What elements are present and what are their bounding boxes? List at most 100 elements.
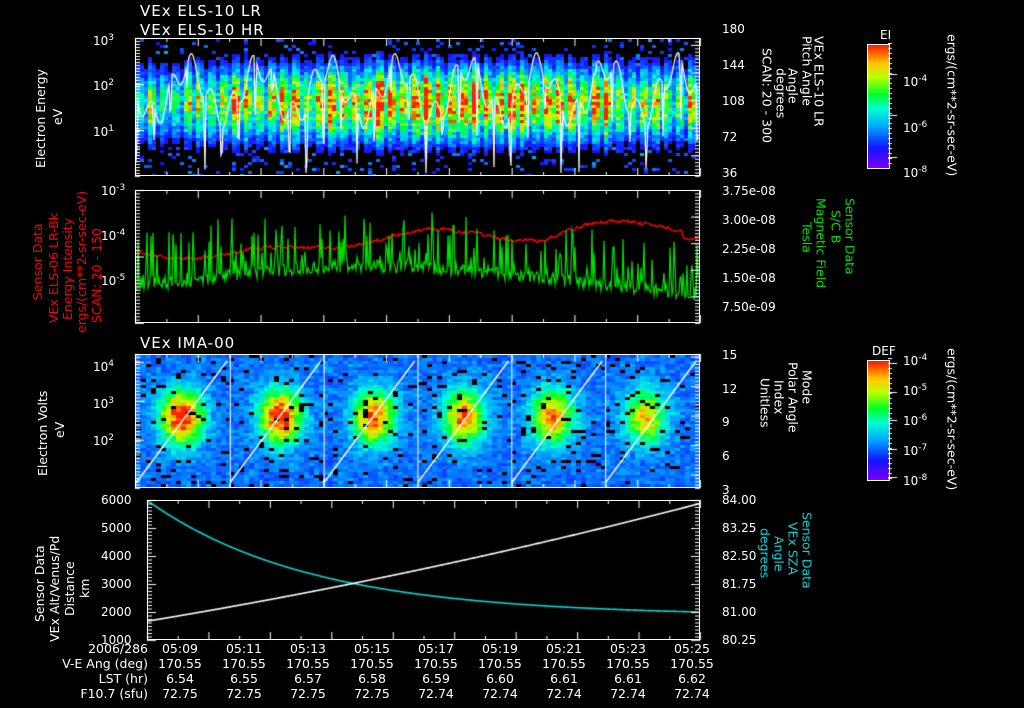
panel1-cb-tick-0: 10-4	[903, 74, 928, 89]
panel1-y2tick-2: 108	[722, 94, 745, 108]
cell-veang-5: 170.55	[478, 656, 522, 671]
table-row-ve-ang: V-E Ang (deg) 170.55 170.55 170.55 170.5…	[0, 656, 724, 671]
panel2-ylabel-2: VEx ELS-06 LR-Bk	[46, 212, 61, 323]
panel4-ylabel-4: km	[77, 578, 92, 598]
panel1-title-lr: VEx ELS-10 LR	[140, 2, 262, 20]
cell-veang-7: 170.55	[606, 656, 650, 671]
panel2-y2tick-1: 3.00e-08	[722, 213, 776, 227]
panel3-cb-tick-4: 10-8	[903, 473, 928, 488]
panel1-y2tick-4: 36	[722, 166, 738, 180]
cell-time-4: 05:17	[417, 641, 455, 656]
panel3-colorbar-title: DEF	[872, 344, 896, 358]
panel3-title: VEx IMA-00	[140, 334, 236, 352]
panel2-ytick-2: 10-5	[101, 273, 126, 288]
panel1-y2label-1: Pitch Angle	[799, 36, 815, 106]
panel2-y2label-2: S/C B	[828, 210, 844, 244]
panel2-y2label-4: Tesla	[799, 222, 815, 253]
panel4-ylabel-1: Sensor Data	[32, 545, 47, 622]
cell-veang-3: 170.55	[350, 656, 394, 671]
cell-veang-0: 170.55	[158, 656, 202, 671]
panel4-ytick-1: 5000	[101, 521, 132, 535]
panel3-colorbar-ticks	[888, 358, 904, 484]
cell-f107-3: 72.75	[354, 686, 390, 701]
panel2-ylabel-5: SCAN: 20 - 150	[89, 228, 104, 323]
panel4-y2tick-2: 82.50	[722, 549, 757, 563]
cell-lst-6: 6.61	[550, 671, 578, 686]
cell-veang-6: 170.55	[542, 656, 586, 671]
panel3-cb-tick-1: 10-5	[903, 383, 928, 398]
panel4-y2tick-3: 81.75	[722, 577, 757, 591]
panel2-y2tick-3: 1.50e-08	[722, 271, 776, 285]
panel2-y2label-3: Magnetic Field	[813, 198, 829, 289]
panel4-ytick-5: 1000	[101, 633, 132, 647]
panel2-y2tick-2: 2.25e-08	[722, 242, 776, 256]
cell-lst-2: 6.57	[294, 671, 322, 686]
cell-f107-4: 72.74	[418, 686, 454, 701]
panel3-colorbar-units: ergs/(cm**2-sr-sec-eV)	[944, 348, 960, 491]
row-label-f107: F10.7 (sfu)	[80, 686, 148, 701]
panel2-ylabel-4: ergs/(cm**2-sr-sec-eV)	[74, 190, 89, 333]
panel4-y2tick-5: 80.25	[722, 633, 757, 647]
cell-f107-1: 72.75	[226, 686, 262, 701]
panel4-ytick-3: 3000	[101, 577, 132, 591]
panel1-y2tick-1: 144	[722, 58, 745, 72]
panel2-ytick-1: 10-4	[101, 228, 126, 243]
cell-f107-2: 72.75	[290, 686, 326, 701]
panel2-lineplot	[135, 190, 700, 323]
panel3-cb-tick-2: 10-6	[903, 413, 928, 428]
panel1-ytick-2: 101	[93, 124, 115, 139]
panel4-y2tick-4: 81.00	[722, 605, 757, 619]
cell-time-2: 05:13	[289, 641, 327, 656]
cell-f107-5: 72.74	[482, 686, 518, 701]
panel3-y2tick-4: 3	[722, 483, 730, 497]
panel1-y2tick-3: 72	[722, 130, 738, 144]
panel3-cb-tick-3: 10-7	[903, 443, 928, 458]
panel3-y2label-4: Unitless	[757, 378, 773, 428]
panel1-y2label-3: Angle	[785, 68, 801, 104]
panel2-ylabel-1: Sensor Data	[30, 223, 45, 300]
panel4-y2label-4: degrees	[757, 528, 773, 579]
cell-f107-7: 72.74	[610, 686, 646, 701]
cell-f107-8: 72.74	[674, 686, 710, 701]
row-label-ve-ang: V-E Ang (deg)	[62, 656, 148, 671]
panel1-y2label-2: VEx ELS-10 LR	[811, 36, 827, 127]
row-label-date: 2006/286	[88, 641, 148, 656]
panel1-colorbar-ticks	[888, 43, 904, 171]
panel4-y2label-3: Angle	[771, 536, 787, 572]
cell-veang-8: 170.55	[670, 656, 714, 671]
row-label-lst: LST (hr)	[98, 671, 148, 686]
panel3-y2tick-1: 12	[722, 382, 738, 396]
cell-lst-8: 6.62	[678, 671, 706, 686]
cell-lst-5: 6.60	[486, 671, 514, 686]
panel1-ytick-0: 103	[93, 33, 115, 48]
panel1-y2label-4: degrees	[773, 68, 789, 119]
panel1-ylabel: Electron Energy	[33, 68, 48, 168]
panel4-ylabel-3: Distance	[62, 561, 77, 616]
cell-time-5: 05:19	[481, 641, 519, 656]
panel3-cb-tick-0: 10-4	[903, 353, 928, 368]
cell-time-3: 05:15	[353, 641, 391, 656]
panel4-lineplot	[147, 500, 700, 640]
bottom-parameter-table: 2006/286 05:09 05:11 05:13 05:15 05:17 0…	[0, 641, 724, 701]
panel3-ytick-2: 102	[93, 433, 115, 448]
panel3-ytick-1: 103	[93, 396, 115, 411]
panel2-y2label-1: Sensor Data	[842, 198, 858, 275]
panel3-y2tick-3: 6	[722, 449, 730, 463]
panel4-y2tick-1: 83.25	[722, 521, 757, 535]
cell-lst-1: 6.55	[230, 671, 258, 686]
panel4-y2label-2: VEx SZA	[785, 522, 801, 575]
cell-veang-4: 170.55	[414, 656, 458, 671]
panel1-spectrogram	[135, 38, 700, 176]
panel4-ytick-0: 6000	[101, 493, 132, 507]
panel1-y2label-5: SCAN: 20 - 300	[759, 48, 775, 143]
cell-time-8: 05:25	[673, 641, 711, 656]
panel4-ytick-2: 4000	[101, 549, 132, 563]
cell-time-1: 05:11	[225, 641, 263, 656]
cell-time-7: 05:23	[609, 641, 647, 656]
cell-lst-4: 6.59	[422, 671, 450, 686]
panel2-y2tick-0: 3.75e-08	[722, 184, 776, 198]
panel1-colorbar-units: ergs/(cm**2-sr-sec-eV)	[944, 34, 960, 177]
cell-time-6: 05:21	[545, 641, 583, 656]
panel1-ytick-1: 102	[93, 78, 115, 93]
panel3-y2label-3: Index	[771, 380, 787, 415]
